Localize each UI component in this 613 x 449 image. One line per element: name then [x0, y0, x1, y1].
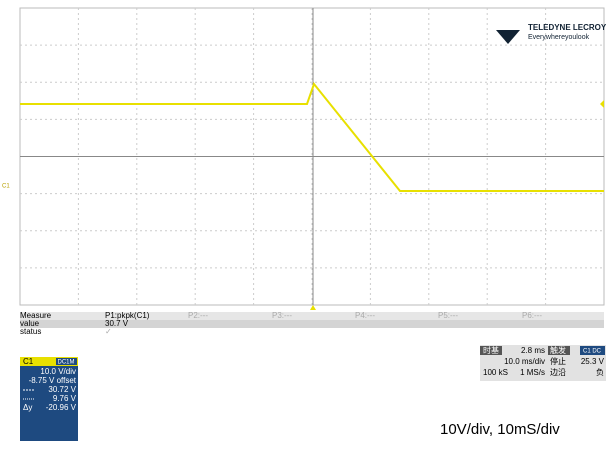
measure-header: P5:--- — [438, 311, 458, 320]
timebase-label-bg — [480, 346, 502, 355]
state: 停止 — [550, 356, 566, 366]
level: 25.3 V — [581, 357, 605, 366]
channel-name: C1 — [23, 357, 34, 366]
delta: -20.96 V — [46, 403, 77, 412]
delay: 2.8 ms — [521, 346, 545, 355]
measure-header: Measure — [20, 311, 52, 320]
measure-value-row — [20, 320, 604, 328]
channel-header — [20, 357, 78, 366]
offset: -8.75 V offset — [29, 376, 77, 385]
trigger-label-bg — [548, 346, 570, 355]
measure-header: P6:--- — [522, 311, 542, 320]
measure-table: Measure P1:pkpk(C1) P2:--- P3:--- P4:--- P5:-… — [20, 311, 542, 336]
cursor2: 9.76 V — [53, 394, 77, 403]
slope: 负 — [596, 367, 604, 377]
measure-header-row — [20, 312, 604, 320]
logo-icon — [496, 30, 520, 44]
trigger-source-bg — [580, 346, 605, 355]
caption: 10V/div, 10mS/div — [440, 421, 560, 438]
measure-value: 30.7 V — [105, 319, 129, 328]
logo-tagline: Everywhereyoulook — [528, 34, 590, 41]
samples: 100 kS — [483, 368, 508, 377]
edge-label: 边沿 — [550, 367, 566, 377]
trigger-level-marker — [600, 100, 604, 108]
trigger-time-marker — [310, 305, 316, 310]
measure-header: P2:--- — [188, 311, 208, 320]
measure-status: status — [20, 327, 41, 336]
measure-value: value — [20, 319, 40, 328]
cursor1: 30.72 V — [48, 385, 76, 394]
waveform — [20, 81, 604, 192]
measure-header: P1:pkpk(C1) — [105, 311, 150, 320]
time-div: 10.0 ms/div — [504, 357, 545, 366]
rate: 1 MS/s — [520, 368, 545, 377]
scale: 10.0 V/div — [40, 367, 76, 376]
trigger-source: C1 DC — [583, 349, 602, 355]
logo-brand: TELEDYNE LECROY — [528, 23, 607, 32]
timebase-label: 时基 — [483, 345, 499, 355]
channel-marker: C1 — [2, 184, 10, 190]
measure-status: ✓ — [105, 327, 112, 336]
delta-label: Δy — [23, 403, 32, 412]
measure-header: P4:--- — [355, 311, 375, 320]
trigger-label: 触发 — [550, 345, 566, 355]
coupling-badge — [56, 358, 77, 365]
coupling: DC1M — [57, 360, 74, 366]
measure-header: P3:--- — [272, 311, 292, 320]
